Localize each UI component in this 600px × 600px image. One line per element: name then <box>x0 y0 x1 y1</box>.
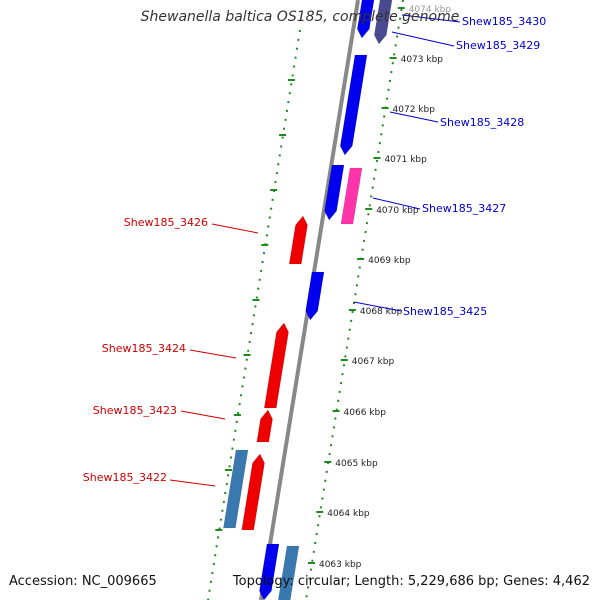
gene-shew185-3430 <box>356 0 375 39</box>
gene-shew185-3422 <box>241 453 265 531</box>
gene-shew185-3429 <box>374 0 393 45</box>
gene-features <box>223 0 393 600</box>
gene-label[interactable]: Shew185_3425 <box>403 305 487 318</box>
genome-summary: Topology: circular; Length: 5,229,686 bp… <box>232 574 590 589</box>
gene-label-leader <box>391 31 455 47</box>
gene-label-leader <box>389 111 439 123</box>
kbp-tick-label: 4073 kbp <box>401 55 444 65</box>
outer-tick-track <box>207 29 301 600</box>
gene-label[interactable]: Shew185_3426 <box>124 216 208 229</box>
kbp-tick-label: 4069 kbp <box>368 256 411 266</box>
kbp-tick-label: 4065 kbp <box>335 459 378 469</box>
gene-shew185-3425 <box>305 271 325 321</box>
gene-shew185-3421a <box>259 543 280 600</box>
gene-shew185-3422a <box>223 449 249 529</box>
gene-label[interactable]: Shew185_3430 <box>462 15 546 28</box>
gene-labels: Shew185_3430 Shew185_3429 Shew185_3428 Shew… <box>83 14 546 487</box>
gene-label-leader <box>353 301 402 312</box>
accession-label: Accession: NC_009665 <box>9 574 157 589</box>
gene-shew185-3421b <box>277 545 300 600</box>
gene-shew185-3424 <box>263 322 289 409</box>
gene-label-leader <box>169 479 216 487</box>
kbp-tick-label: 4066 kbp <box>344 408 387 418</box>
kbp-tick-label: 4074 kbp <box>409 5 452 15</box>
kbp-tick-label: 4063 kbp <box>319 560 362 570</box>
kbp-tick-label: 4071 kbp <box>384 155 427 165</box>
gene-label[interactable]: Shew185_3428 <box>440 116 524 129</box>
gene-label-leader <box>189 349 237 359</box>
gene-label[interactable]: Shew185_3423 <box>93 404 177 417</box>
gene-label[interactable]: Shew185_3429 <box>456 39 540 52</box>
gene-label[interactable]: Shew185_3424 <box>102 342 186 355</box>
kbp-tick-label: 4068 kbp <box>360 307 403 317</box>
gene-shew185-3427a <box>324 164 345 221</box>
gene-shew185-3423 <box>256 409 273 443</box>
gene-label[interactable]: Shew185_3427 <box>422 202 506 215</box>
gene-label-leader <box>401 14 461 23</box>
gene-label-leader <box>211 223 259 234</box>
kbp-ticks: 4063 kbp 4064 kbp 4065 kbp 4066 kbp 4067 kbp… <box>215 5 451 570</box>
gene-shew185-3427 <box>340 167 363 225</box>
gene-label[interactable]: Shew185_3422 <box>83 471 167 484</box>
kbp-tick-label: 4067 kbp <box>352 357 395 367</box>
page-title: Shewanella baltica OS185, complete genom… <box>140 9 460 25</box>
kbp-tick-label: 4064 kbp <box>327 509 370 519</box>
gene-label-leader <box>372 197 421 210</box>
gene-shew185-3426 <box>288 215 308 265</box>
gene-label-leader <box>180 410 226 420</box>
kbp-tick-label: 4072 kbp <box>393 105 436 115</box>
gene-shew185-3428 <box>339 54 368 156</box>
kbp-tick-label: 4070 kbp <box>376 206 419 216</box>
